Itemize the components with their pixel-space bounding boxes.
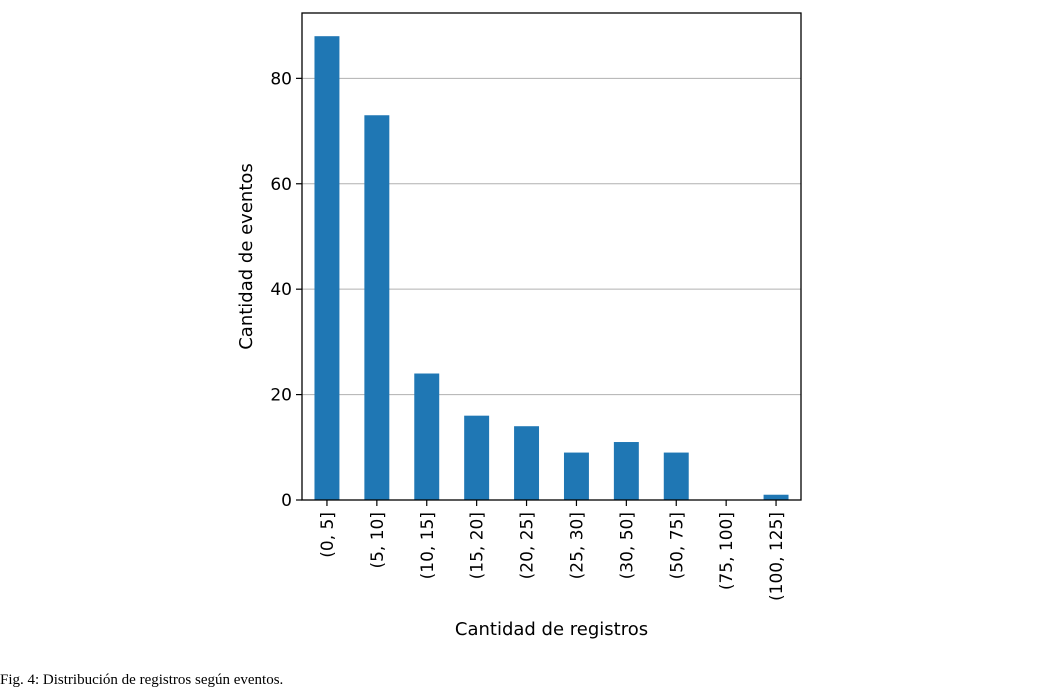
bar [364,115,390,501]
bar [464,415,490,500]
x-tick-label: (15, 20] [468,512,488,579]
bar [514,426,540,500]
y-axis-label: Cantidad de eventos [236,163,257,350]
x-tick-label: (25, 30] [567,512,587,579]
y-tick-label: 80 [270,69,292,89]
figure-caption: Fig. 4: Distribución de registros según … [0,672,284,688]
y-tick-label: 40 [270,280,292,300]
x-tick-label: (100, 125] [767,512,787,601]
x-axis-ticks: (0, 5] (5, 10] (10, 15] (15, 20] (20, 25] (25… [318,500,787,601]
x-tick-label: (5, 10] [368,512,388,569]
bar [763,494,789,500]
x-tick-label: (50, 75] [667,512,687,579]
bar [414,373,440,500]
bar [563,452,589,500]
x-tick-label: (20, 25] [518,512,538,579]
x-tick-label: (0, 5] [318,512,338,558]
x-tick-label: (75, 100] [717,512,737,590]
y-tick-label: 0 [281,491,292,511]
y-axis-ticks: 0 20 40 60 80 [270,69,302,511]
x-tick-label: (30, 50] [617,512,637,579]
bar [314,36,340,500]
x-tick-label: (10, 15] [418,512,438,579]
y-tick-label: 20 [270,386,292,406]
plot-frame [301,12,802,501]
y-tick-label: 60 [270,175,292,195]
bars [314,36,789,501]
bar [613,442,639,500]
bar [663,452,689,500]
x-axis-label: Cantidad de registros [455,619,648,640]
